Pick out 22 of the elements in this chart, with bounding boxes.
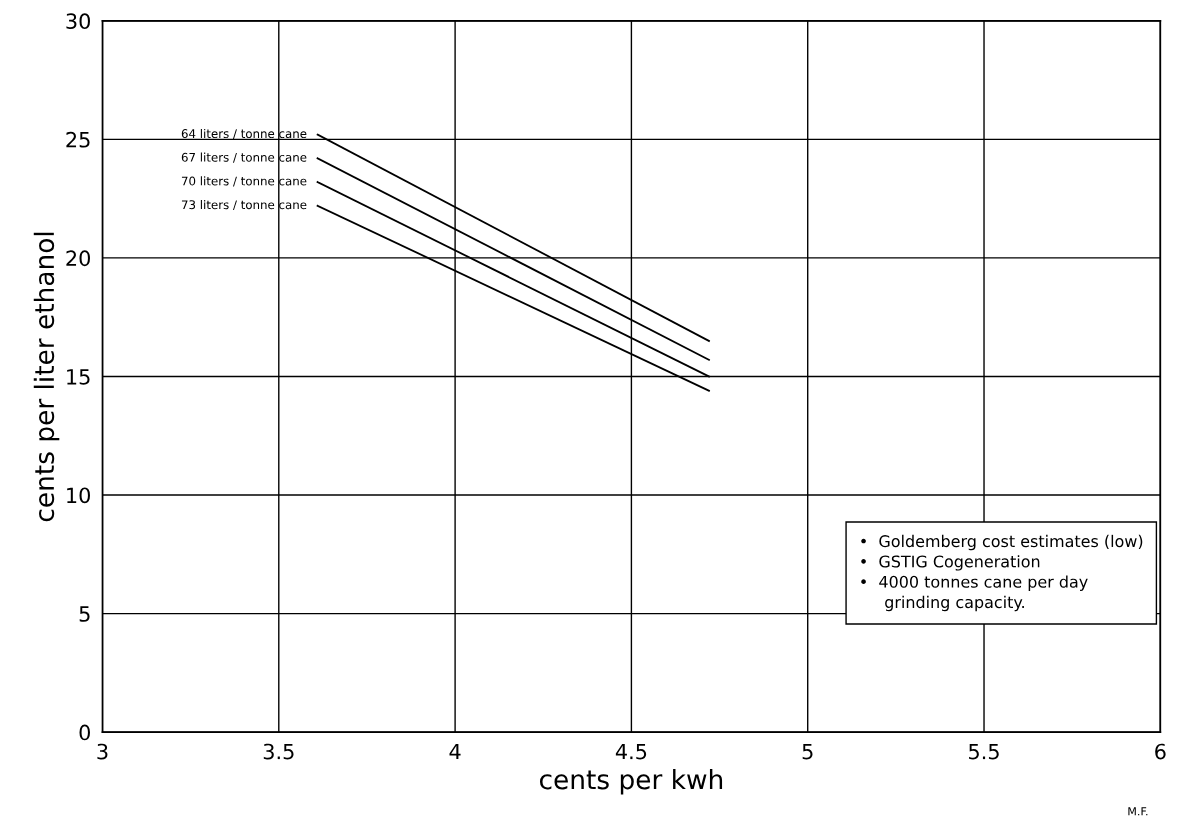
y-tick-label: 0 bbox=[79, 724, 90, 741]
x-tick-label: 3 bbox=[97, 743, 108, 760]
x-tick-label: 5 bbox=[802, 743, 813, 760]
x-tick-label: 3.5 bbox=[263, 743, 294, 760]
annotation: • Goldemberg cost estimates (low) • GSTIG Cogeneration • 4000 tonnes cane per day grinding capacity. bbox=[861, 534, 1143, 612]
y-tick-label: 30 bbox=[66, 13, 90, 30]
y-tick-label: 25 bbox=[66, 131, 90, 148]
x-axis-title: cents per kwh bbox=[539, 768, 723, 795]
y-tick-label: 5 bbox=[79, 606, 90, 622]
y-tick-label: 10 bbox=[67, 487, 90, 504]
x-tick-label: 5.5 bbox=[969, 743, 999, 760]
series-label: 70 liters / tonne cane bbox=[181, 176, 307, 187]
series-label: 64 liters / tonne cane bbox=[181, 128, 307, 139]
y-tick-label: 20 bbox=[66, 250, 90, 267]
x-tick-label: 4.5 bbox=[615, 743, 647, 760]
y-axis-title: cents per liter ethanol bbox=[33, 232, 60, 522]
series-label: 73 liters / tonne cane bbox=[181, 200, 307, 211]
y-tick-label: 15 bbox=[67, 369, 90, 385]
series-label: 67 liters / tonne cane bbox=[181, 152, 307, 163]
text: M.F. bbox=[1128, 807, 1148, 816]
x-tick-label: 4 bbox=[449, 743, 461, 760]
x-tick-label: 6 bbox=[1155, 743, 1166, 760]
